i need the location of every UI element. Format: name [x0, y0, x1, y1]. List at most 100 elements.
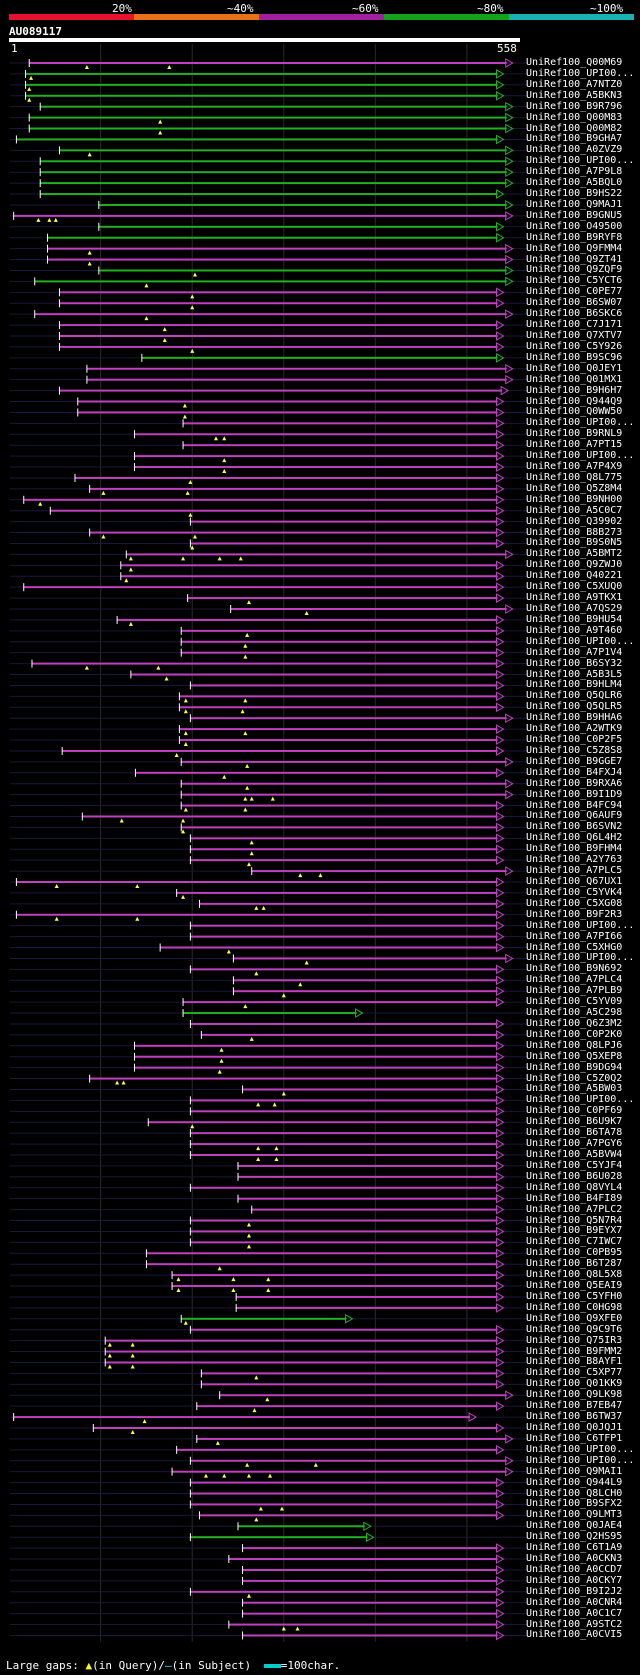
hit-row[interactable] — [10, 1095, 528, 1107]
hit-row[interactable] — [10, 811, 528, 823]
hit-row[interactable] — [10, 986, 528, 998]
hit-row[interactable] — [10, 1139, 528, 1151]
hit-row[interactable] — [10, 1106, 528, 1117]
hit-row[interactable] — [10, 1499, 528, 1511]
hit-label[interactable]: UniRef100_A5C0C7 — [526, 504, 623, 516]
hit-row[interactable] — [10, 778, 528, 790]
hit-row[interactable] — [10, 1237, 528, 1249]
hit-label[interactable]: UniRef100_C5YJF4 — [526, 1159, 623, 1171]
hit-label[interactable]: UniRef100_B9SC96 — [526, 351, 623, 363]
hit-row[interactable] — [10, 101, 528, 112]
hit-label[interactable]: UniRef100_C0PE77 — [526, 286, 623, 298]
hit-label[interactable]: UniRef100_UPI00... — [526, 1443, 635, 1455]
hit-label[interactable]: UniRef100_B6T287 — [526, 1258, 623, 1270]
hit-row[interactable] — [10, 1150, 528, 1161]
hit-row[interactable] — [10, 724, 528, 736]
hit-label[interactable]: UniRef100_A7PLC4 — [526, 974, 623, 986]
hit-row[interactable] — [10, 451, 528, 463]
hit-row[interactable] — [10, 1630, 528, 1641]
hit-label[interactable]: UniRef100_C6T1A9 — [526, 1542, 623, 1554]
hit-row[interactable] — [10, 713, 528, 724]
hit-label[interactable]: UniRef100_C5YFH0 — [526, 1290, 623, 1302]
hit-row[interactable] — [10, 604, 528, 615]
hit-label[interactable]: UniRef100_UPI00... — [526, 952, 635, 964]
hit-label[interactable]: UniRef100_B9HU54 — [526, 613, 623, 625]
hit-label[interactable]: UniRef100_Q9LK98 — [526, 1389, 623, 1401]
hit-row[interactable] — [10, 1586, 528, 1598]
hit-label[interactable]: UniRef100_B6SW07 — [526, 297, 623, 309]
hit-row[interactable] — [10, 1040, 528, 1052]
hit-label[interactable]: UniRef100_B9HHA6 — [526, 712, 623, 724]
hit-row[interactable] — [10, 1248, 528, 1259]
hit-row[interactable] — [10, 167, 528, 178]
hit-label[interactable]: UniRef100_B6U9K7 — [526, 1116, 623, 1128]
hit-row[interactable] — [10, 571, 528, 583]
hit-label[interactable]: UniRef100_A0CKN3 — [526, 1553, 623, 1565]
hit-label[interactable]: UniRef100_B6SKC6 — [526, 308, 623, 320]
hit-row[interactable] — [10, 287, 528, 299]
hit-label[interactable]: UniRef100_Q0JEY1 — [526, 362, 623, 374]
hit-label[interactable]: UniRef100_UPI00... — [526, 155, 635, 167]
hit-label[interactable]: UniRef100_A5BQL0 — [526, 177, 623, 189]
hit-label[interactable]: UniRef100_B9RYF8 — [526, 231, 623, 243]
hit-row[interactable] — [10, 1281, 528, 1293]
hit-label[interactable]: UniRef100_B8AYF1 — [526, 1356, 623, 1368]
hit-label[interactable]: UniRef100_Q00M69 — [526, 57, 623, 68]
hit-row[interactable] — [10, 1215, 528, 1227]
hit-label[interactable]: UniRef100_Q5Z8M4 — [526, 482, 623, 494]
hit-label[interactable]: UniRef100_C5XG08 — [526, 897, 623, 909]
hit-label[interactable]: UniRef100_Q0WW50 — [526, 406, 623, 418]
hit-label[interactable]: UniRef100_B4FXJ4 — [526, 766, 623, 778]
hit-label[interactable]: UniRef100_A7PT15 — [526, 439, 623, 451]
hit-label[interactable]: UniRef100_B6TW37 — [526, 1411, 623, 1423]
hit-label[interactable]: UniRef100_C5Z0Q2 — [526, 1072, 623, 1084]
hit-label[interactable]: UniRef100_B9N692 — [526, 963, 623, 975]
hit-row[interactable] — [10, 1171, 528, 1182]
hit-row[interactable] — [10, 822, 528, 834]
hit-label[interactable]: UniRef100_Q944Q9 — [526, 395, 623, 407]
hit-row[interactable] — [10, 1576, 528, 1586]
hit-row[interactable] — [10, 757, 528, 768]
hit-row[interactable] — [10, 669, 528, 681]
hit-label[interactable]: UniRef100_A0CNR4 — [526, 1596, 623, 1608]
hit-label[interactable]: UniRef100_Q9XFE0 — [526, 1312, 623, 1324]
hit-label[interactable]: UniRef100_Q00M82 — [526, 122, 623, 134]
hit-label[interactable]: UniRef100_Q5QLR6 — [526, 690, 623, 702]
hit-label[interactable]: UniRef100_B9RXA6 — [526, 777, 623, 789]
hit-row[interactable] — [10, 298, 528, 310]
hit-label[interactable]: UniRef100_C5XHG0 — [526, 941, 623, 953]
hit-row[interactable] — [10, 58, 528, 69]
hit-row[interactable] — [10, 69, 528, 80]
hit-row[interactable] — [10, 320, 528, 332]
hit-row[interactable] — [10, 1008, 528, 1018]
hit-row[interactable] — [10, 1128, 528, 1139]
hit-row[interactable] — [10, 560, 528, 572]
hit-label[interactable]: UniRef100_UPI00... — [526, 635, 635, 647]
hit-label[interactable]: UniRef100_C0P2F5 — [526, 734, 623, 746]
hit-label[interactable]: UniRef100_A7PLC2 — [526, 1203, 623, 1215]
hit-row[interactable] — [10, 1554, 528, 1564]
hit-row[interactable] — [10, 888, 528, 899]
hit-row[interactable] — [10, 527, 528, 539]
hit-label[interactable]: UniRef100_Q9FMM4 — [526, 242, 623, 254]
hit-row[interactable] — [10, 702, 528, 714]
hit-row[interactable] — [10, 134, 528, 145]
hit-row[interactable] — [10, 1324, 528, 1335]
hit-label[interactable]: UniRef100_B9F2R3 — [526, 908, 623, 920]
hit-label[interactable]: UniRef100_A2Y763 — [526, 854, 623, 866]
hit-label[interactable]: UniRef100_C5Z8S8 — [526, 744, 623, 756]
hit-row[interactable] — [10, 1303, 528, 1313]
hit-row[interactable] — [10, 997, 528, 1009]
hit-row[interactable] — [10, 1117, 528, 1129]
hit-label[interactable]: UniRef100_A7NTZ0 — [526, 78, 623, 90]
hit-row[interactable] — [10, 407, 528, 419]
hit-label[interactable]: UniRef100_Q5XEP8 — [526, 1050, 623, 1062]
hit-row[interactable] — [10, 265, 528, 277]
hit-label[interactable]: UniRef100_Q01KK9 — [526, 1378, 623, 1390]
hit-row[interactable] — [10, 1161, 528, 1171]
hit-label[interactable]: UniRef100_B6U028 — [526, 1170, 623, 1182]
hit-label[interactable]: UniRef100_Q01MX1 — [526, 373, 623, 385]
hit-row[interactable] — [10, 767, 528, 779]
hit-label[interactable]: UniRef100_A7PI66 — [526, 930, 623, 942]
hit-row[interactable] — [10, 1313, 528, 1325]
